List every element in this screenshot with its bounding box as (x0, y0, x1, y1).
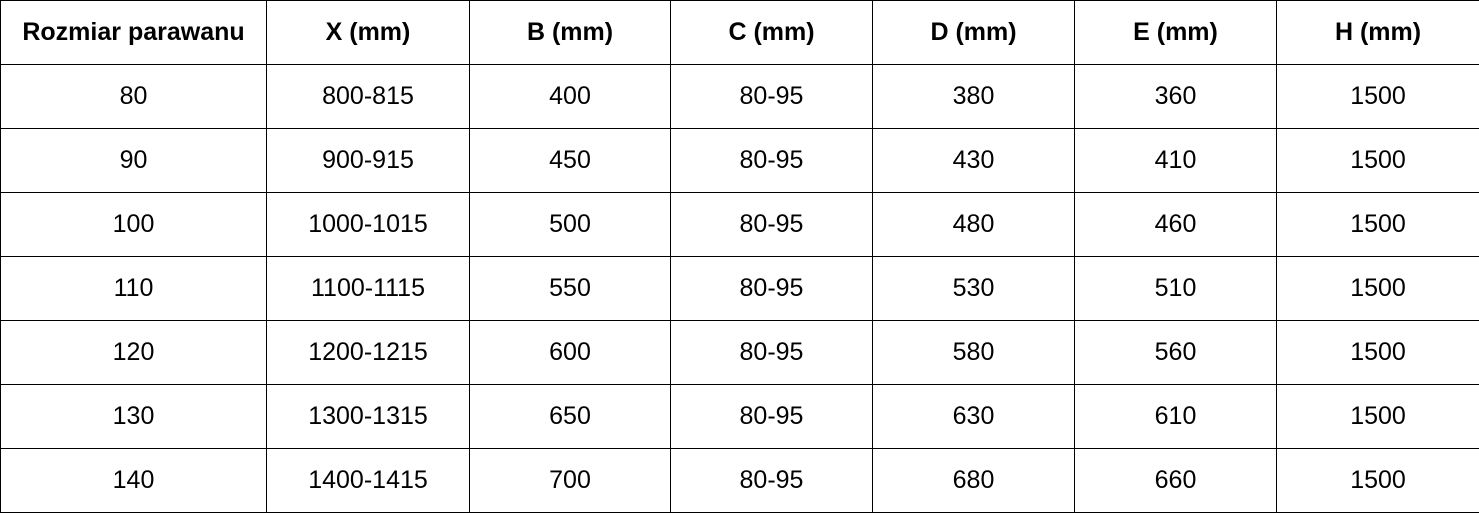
column-header: E (mm) (1074, 0, 1277, 65)
table-cell: 1500 (1276, 256, 1479, 321)
table-row: 130 1300-1315 650 80-95 630 610 1500 (0, 384, 1479, 449)
column-header: H (mm) (1276, 0, 1479, 65)
table-cell: 80-95 (670, 448, 873, 513)
table-cell: 800-815 (266, 64, 470, 129)
table-row: 100 1000-1015 500 80-95 480 460 1500 (0, 192, 1479, 257)
table-cell: 630 (872, 384, 1075, 449)
table-cell: 140 (0, 448, 267, 513)
table-cell: 80-95 (670, 256, 873, 321)
table-row: 110 1100-1115 550 80-95 530 510 1500 (0, 256, 1479, 321)
table-cell: 580 (872, 320, 1075, 385)
table-cell: 680 (872, 448, 1075, 513)
table-cell: 460 (1074, 192, 1277, 257)
table-row: 90 900-915 450 80-95 430 410 1500 (0, 128, 1479, 193)
table-cell: 1400-1415 (266, 448, 470, 513)
header-row: Rozmiar parawanu X (mm) B (mm) C (mm) D (mm)… (0, 0, 1479, 65)
table-cell: 100 (0, 192, 267, 257)
table-cell: 410 (1074, 128, 1277, 193)
table-cell: 110 (0, 256, 267, 321)
table-cell: 1500 (1276, 128, 1479, 193)
table-row: 120 1200-1215 600 80-95 580 560 1500 (0, 320, 1479, 385)
table-cell: 610 (1074, 384, 1277, 449)
table-cell: 1500 (1276, 192, 1479, 257)
table-cell: 660 (1074, 448, 1277, 513)
table-cell: 1500 (1276, 384, 1479, 449)
column-header: X (mm) (266, 0, 470, 65)
table-cell: 80-95 (670, 64, 873, 129)
table-cell: 130 (0, 384, 267, 449)
table-cell: 600 (469, 320, 671, 385)
table-cell: 560 (1074, 320, 1277, 385)
table-cell: 510 (1074, 256, 1277, 321)
column-header: C (mm) (670, 0, 873, 65)
column-header: Rozmiar parawanu (0, 0, 267, 65)
table-cell: 650 (469, 384, 671, 449)
table-cell: 80 (0, 64, 267, 129)
table-cell: 450 (469, 128, 671, 193)
table-cell: 1500 (1276, 448, 1479, 513)
table-row: 80 800-815 400 80-95 380 360 1500 (0, 64, 1479, 129)
table-cell: 900-915 (266, 128, 470, 193)
table-cell: 1000-1015 (266, 192, 470, 257)
table-cell: 90 (0, 128, 267, 193)
table-cell: 80-95 (670, 128, 873, 193)
table-cell: 360 (1074, 64, 1277, 129)
table-cell: 120 (0, 320, 267, 385)
table-cell: 550 (469, 256, 671, 321)
table-cell: 1500 (1276, 64, 1479, 129)
table-cell: 500 (469, 192, 671, 257)
table-cell: 80-95 (670, 384, 873, 449)
table-cell: 80-95 (670, 192, 873, 257)
table-cell: 530 (872, 256, 1075, 321)
table-cell: 400 (469, 64, 671, 129)
column-header: B (mm) (469, 0, 671, 65)
table-cell: 1100-1115 (266, 256, 470, 321)
table-cell: 80-95 (670, 320, 873, 385)
table-cell: 480 (872, 192, 1075, 257)
table-cell: 1300-1315 (266, 384, 470, 449)
table-cell: 430 (872, 128, 1075, 193)
column-header: D (mm) (872, 0, 1075, 65)
table-cell: 1500 (1276, 320, 1479, 385)
table-cell: 1200-1215 (266, 320, 470, 385)
table-row: 140 1400-1415 700 80-95 680 660 1500 (0, 448, 1479, 513)
table-cell: 380 (872, 64, 1075, 129)
table-cell: 700 (469, 448, 671, 513)
